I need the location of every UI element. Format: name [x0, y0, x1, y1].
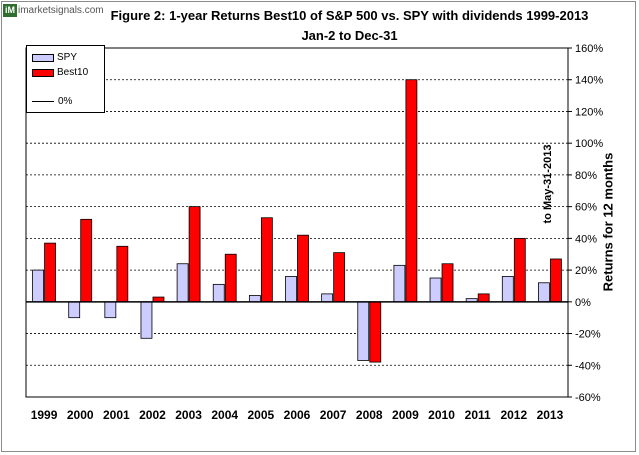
chart-title: Figure 2: 1-year Returns Best10 of S&P 5… — [110, 8, 589, 23]
y-tick-label: -20% — [575, 329, 601, 341]
x-tick-label: 2005 — [248, 408, 275, 422]
y-tick-label: 160% — [575, 43, 603, 55]
plot-area — [25, 47, 569, 398]
bar-spy — [429, 277, 442, 303]
legend-line-zero — [32, 101, 54, 102]
bar-spy — [357, 301, 370, 361]
y-axis-label: Returns for 12 months — [600, 152, 616, 292]
x-tick-label: 2006 — [284, 408, 311, 422]
y-tick-label: 140% — [575, 75, 603, 87]
y-tick-label: 100% — [575, 138, 603, 150]
bar-spy — [321, 293, 334, 303]
bar-spy — [501, 276, 514, 303]
y-tick-label: 80% — [575, 170, 597, 182]
legend-label-spy: SPY — [57, 52, 78, 63]
bar-spy — [68, 301, 81, 319]
y-tick-label: 0% — [575, 297, 591, 309]
y-tick-label: 120% — [575, 106, 603, 118]
x-tick-label: 2010 — [428, 408, 455, 422]
legend-item-zero: 0% — [32, 96, 72, 107]
x-tick-label: 2007 — [320, 408, 347, 422]
bar-spy — [176, 263, 189, 303]
bar-spy — [248, 295, 261, 303]
x-tick-label: 2002 — [139, 408, 166, 422]
y-tick-label: 40% — [575, 233, 597, 245]
bar-best10 — [44, 242, 56, 303]
x-tick-label: 2013 — [537, 408, 564, 422]
bar-spy — [32, 269, 44, 303]
brand-name: imarketsignals.com — [18, 5, 104, 16]
bar-best10 — [369, 301, 382, 363]
brand-logo: iM imarketsignals.com — [3, 3, 104, 18]
y-tick-label: -60% — [575, 392, 601, 404]
bar-best10 — [550, 258, 562, 303]
x-tick-label: 2003 — [175, 408, 202, 422]
x-tick-label: 2004 — [211, 408, 238, 422]
bar-best10 — [188, 206, 201, 303]
bar-spy — [140, 301, 153, 339]
legend-swatch-best10 — [32, 68, 54, 77]
bar-best10 — [477, 293, 490, 303]
x-tick-label: 2011 — [465, 408, 491, 422]
y-axis-secondary-label: to May-31-2013 — [542, 144, 554, 224]
bar-best10 — [224, 253, 237, 303]
bar-spy — [393, 264, 406, 303]
x-tick-label: 2009 — [392, 408, 419, 422]
x-tick-label: 2012 — [500, 408, 527, 422]
bar-best10 — [260, 217, 273, 303]
x-tick-label: 2001 — [103, 408, 130, 422]
chart-subtitle: Jan-2 to Dec-31 — [301, 28, 398, 43]
brand-badge: iM — [3, 4, 17, 17]
bar-spy — [212, 283, 225, 303]
bar-spy — [538, 282, 550, 303]
x-tick-label: 2000 — [67, 408, 94, 422]
legend-label-zero: 0% — [58, 96, 73, 107]
legend-item-best10: Best10 — [32, 67, 88, 78]
legend-swatch-spy — [32, 53, 54, 62]
bar-best10 — [405, 79, 418, 303]
bar-best10 — [333, 252, 346, 303]
legend-label-best10: Best10 — [57, 67, 89, 78]
bar-best10 — [441, 263, 454, 303]
legend-item-spy: SPY — [32, 52, 77, 63]
bar-best10 — [297, 234, 309, 303]
y-tick-label: 20% — [575, 265, 597, 277]
chart-legend: SPY Best10 0% — [26, 45, 105, 113]
bar-best10 — [80, 218, 93, 303]
bar-best10 — [513, 237, 526, 303]
y-tick-label: 60% — [575, 202, 597, 214]
bar-spy — [104, 301, 117, 319]
bar-spy — [285, 276, 297, 303]
y-tick-label: -40% — [575, 360, 601, 372]
x-tick-label: 1999 — [31, 408, 58, 422]
x-tick-label: 2008 — [356, 408, 383, 422]
bar-best10 — [116, 245, 129, 303]
